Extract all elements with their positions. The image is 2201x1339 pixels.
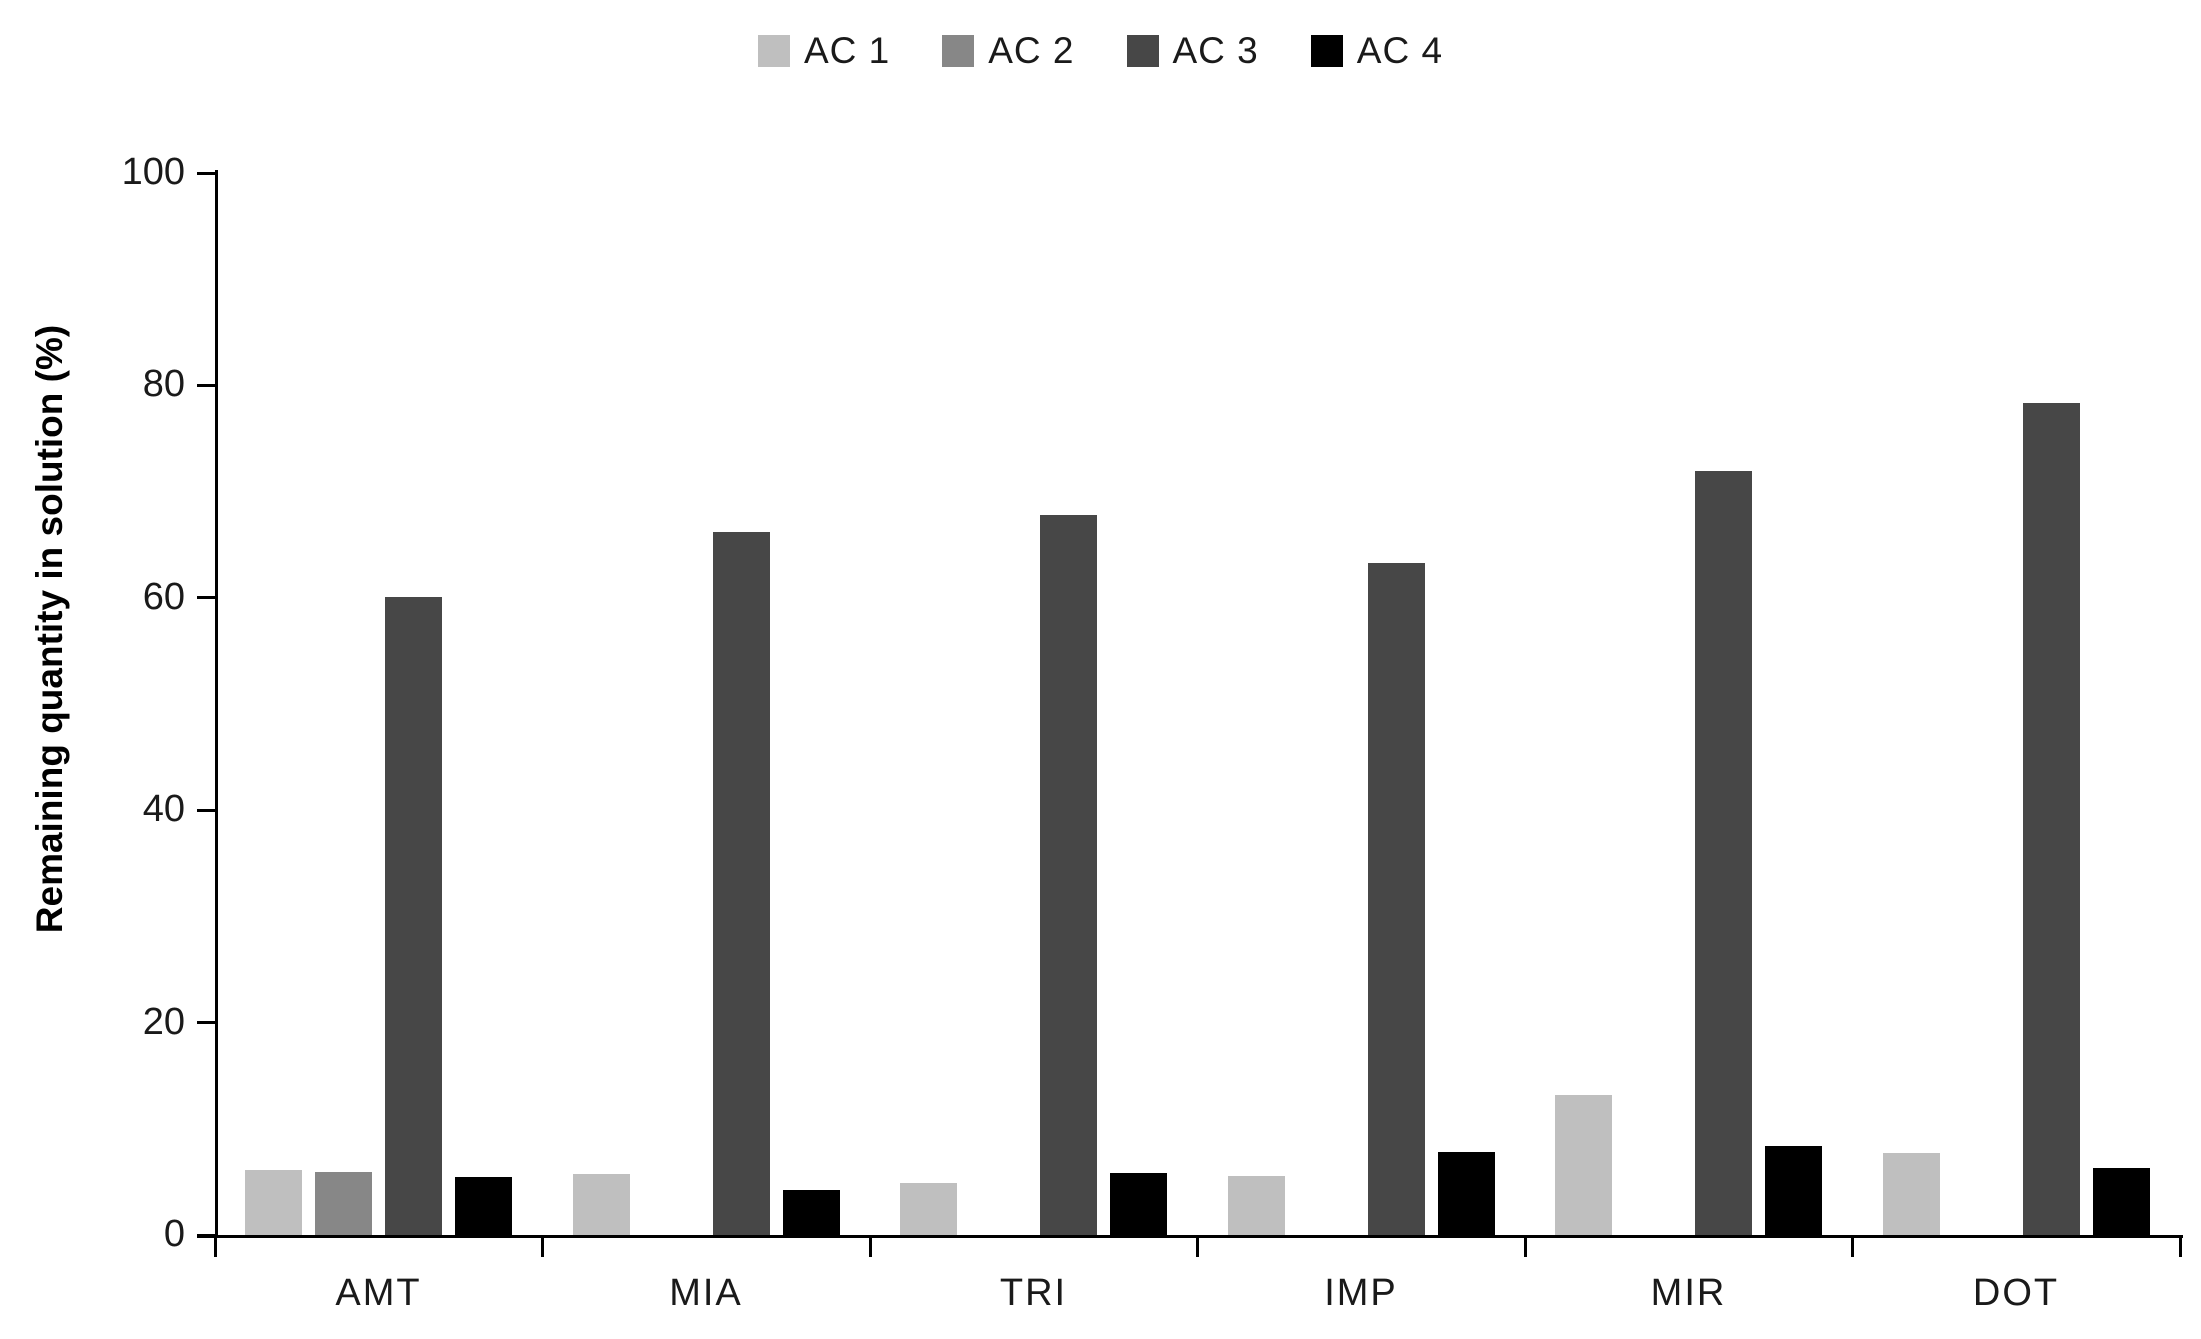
bar-dot-ac-1	[1882, 1153, 1940, 1235]
y-axis-title: Remaining quantity in solution (%)	[29, 324, 70, 934]
legend-swatch-icon	[1310, 35, 1343, 67]
legend-label: AC 2	[988, 30, 1075, 71]
legend-swatch-icon	[942, 35, 975, 67]
y-axis-tick	[197, 1233, 217, 1237]
bar-tri-ac-4	[1110, 1173, 1167, 1235]
x-axis-tick	[213, 1235, 217, 1257]
bar-mir-ac-1	[1555, 1094, 1612, 1235]
bar-mir-ac-4	[1765, 1145, 1822, 1235]
legend-label: AC 4	[1356, 30, 1444, 71]
bar-tri-ac-1	[900, 1182, 957, 1235]
x-axis-tick	[1851, 1235, 1854, 1257]
y-axis-tick	[197, 171, 217, 175]
legend-item-ac-3: AC 3	[1126, 30, 1259, 72]
y-axis-tick	[197, 808, 217, 812]
y-tick-label: 100	[121, 151, 185, 193]
bar-dot-ac-3	[2022, 403, 2080, 1235]
bar-amt-ac-4	[455, 1176, 512, 1235]
bar-imp-ac-1	[1227, 1175, 1285, 1235]
y-tick-label: 20	[142, 1000, 185, 1043]
bar-imp-ac-3	[1367, 562, 1425, 1235]
legend-swatch-icon	[757, 35, 790, 67]
bar-mir-ac-3	[1695, 471, 1752, 1235]
x-axis-line	[197, 1235, 2183, 1238]
x-category-label: IMP	[1324, 1272, 1398, 1314]
legend: AC 1 AC 2 AC 3 AC 4	[0, 30, 2201, 72]
y-axis-tick	[197, 1021, 217, 1025]
y-axis-tick	[197, 596, 217, 600]
bar-amt-ac-3	[385, 596, 442, 1235]
y-tick-label: 0	[163, 1213, 185, 1255]
x-category-label: MIA	[669, 1272, 743, 1314]
x-category-label: MIR	[1650, 1272, 1727, 1314]
x-axis-tick	[1196, 1235, 1199, 1257]
x-axis-tick	[1523, 1235, 1527, 1257]
bar-mia-ac-3	[712, 531, 770, 1235]
y-tick-label: 60	[142, 575, 185, 618]
bar-imp-ac-4	[1437, 1152, 1495, 1235]
legend-item-ac-1: AC 1	[757, 30, 891, 72]
legend-swatch-icon	[1126, 35, 1159, 67]
x-axis-tick	[2178, 1235, 2182, 1257]
bar-amt-ac-1	[245, 1170, 302, 1235]
x-category-label: TRI	[999, 1272, 1068, 1314]
y-axis-line	[215, 170, 218, 1238]
bar-amt-ac-2	[315, 1172, 372, 1235]
legend-label: AC 1	[803, 30, 891, 71]
x-axis-tick	[868, 1235, 872, 1257]
x-category-label: DOT	[1972, 1272, 2060, 1314]
legend-label: AC 3	[1172, 30, 1259, 71]
y-tick-label: 40	[142, 788, 185, 831]
bar-dot-ac-4	[2092, 1168, 2150, 1235]
bar-tri-ac-3	[1040, 514, 1097, 1235]
legend-item-ac-4: AC 4	[1310, 30, 1444, 72]
y-tick-label: 80	[142, 363, 185, 406]
legend-item-ac-2: AC 2	[942, 30, 1074, 72]
y-axis-tick	[197, 383, 217, 387]
bar-mia-ac-1	[572, 1174, 630, 1235]
x-axis-tick	[541, 1235, 544, 1257]
bar-mia-ac-4	[782, 1190, 840, 1235]
x-category-label: AMT	[335, 1272, 422, 1314]
